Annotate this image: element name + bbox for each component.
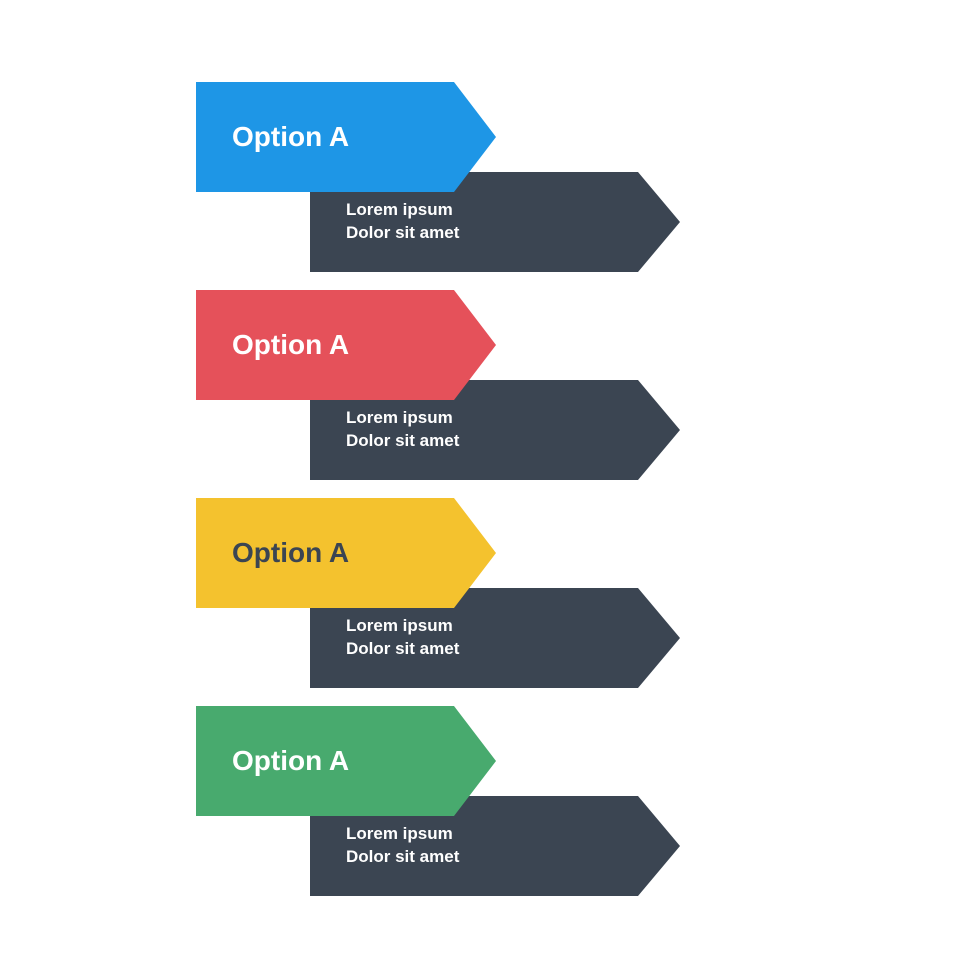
description-line2: Dolor sit amet (346, 430, 680, 453)
infographic-stage: Lorem ipsumDolor sit ametOption ALorem i… (0, 0, 980, 980)
description-line2: Dolor sit amet (346, 638, 680, 661)
description-line1: Lorem ipsum (346, 407, 680, 430)
description-line2: Dolor sit amet (346, 846, 680, 869)
description-line2: Dolor sit amet (346, 222, 680, 245)
option-label: Option A (232, 329, 496, 361)
description-line1: Lorem ipsum (346, 199, 680, 222)
option-label: Option A (232, 121, 496, 153)
option-arrow-1: Option A (196, 82, 496, 192)
description-line1: Lorem ipsum (346, 823, 680, 846)
option-arrow-4: Option A (196, 706, 496, 816)
description-line1: Lorem ipsum (346, 615, 680, 638)
option-arrow-3: Option A (196, 498, 496, 608)
option-arrow-2: Option A (196, 290, 496, 400)
option-label: Option A (232, 537, 496, 569)
option-label: Option A (232, 745, 496, 777)
